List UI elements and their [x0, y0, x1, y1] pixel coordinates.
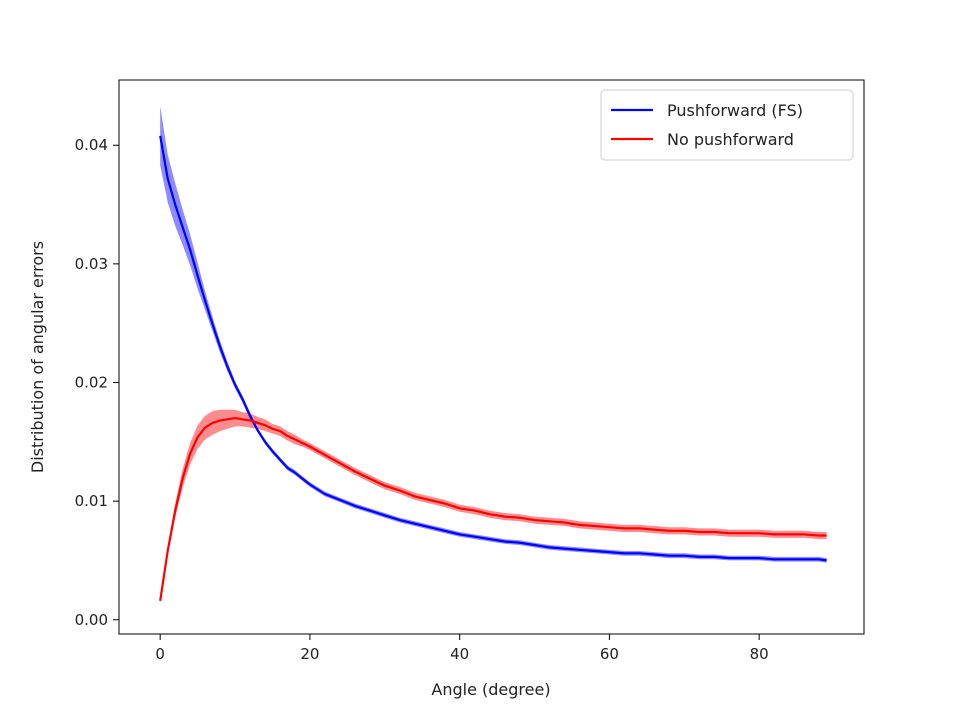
y-tick-label: 0.04 — [75, 136, 108, 154]
series-line-1 — [159, 135, 827, 562]
series-band-2 — [160, 409, 827, 604]
y-axis-ticks: 0.00 0.01 0.02 0.03 0.04 — [75, 136, 119, 629]
y-tick-label: 0.00 — [75, 611, 108, 629]
x-axis-ticks: 0 20 40 60 80 — [155, 634, 769, 663]
x-axis-label: Angle (degree) — [431, 680, 550, 699]
y-axis-label: Distribution of angular errors — [28, 241, 47, 473]
y-tick-label: 0.03 — [75, 255, 108, 273]
series-lines — [159, 135, 827, 601]
legend-label-2: No pushforward — [667, 130, 794, 149]
x-tick-label: 20 — [300, 645, 319, 663]
series-line-2 — [159, 417, 827, 601]
legend: Pushforward (FS) No pushforward — [600, 89, 854, 161]
x-tick-label: 60 — [600, 645, 619, 663]
legend-frame — [600, 89, 854, 161]
legend-label-1: Pushforward (FS) — [667, 101, 803, 120]
axes-frame — [118, 79, 865, 635]
confidence-bands — [160, 106, 827, 604]
y-tick-label: 0.01 — [75, 492, 108, 510]
x-tick-label: 40 — [450, 645, 469, 663]
y-tick-label: 0.02 — [75, 374, 108, 392]
series-band-1 — [160, 106, 827, 563]
x-tick-label: 80 — [750, 645, 769, 663]
x-tick-label: 0 — [155, 645, 165, 663]
